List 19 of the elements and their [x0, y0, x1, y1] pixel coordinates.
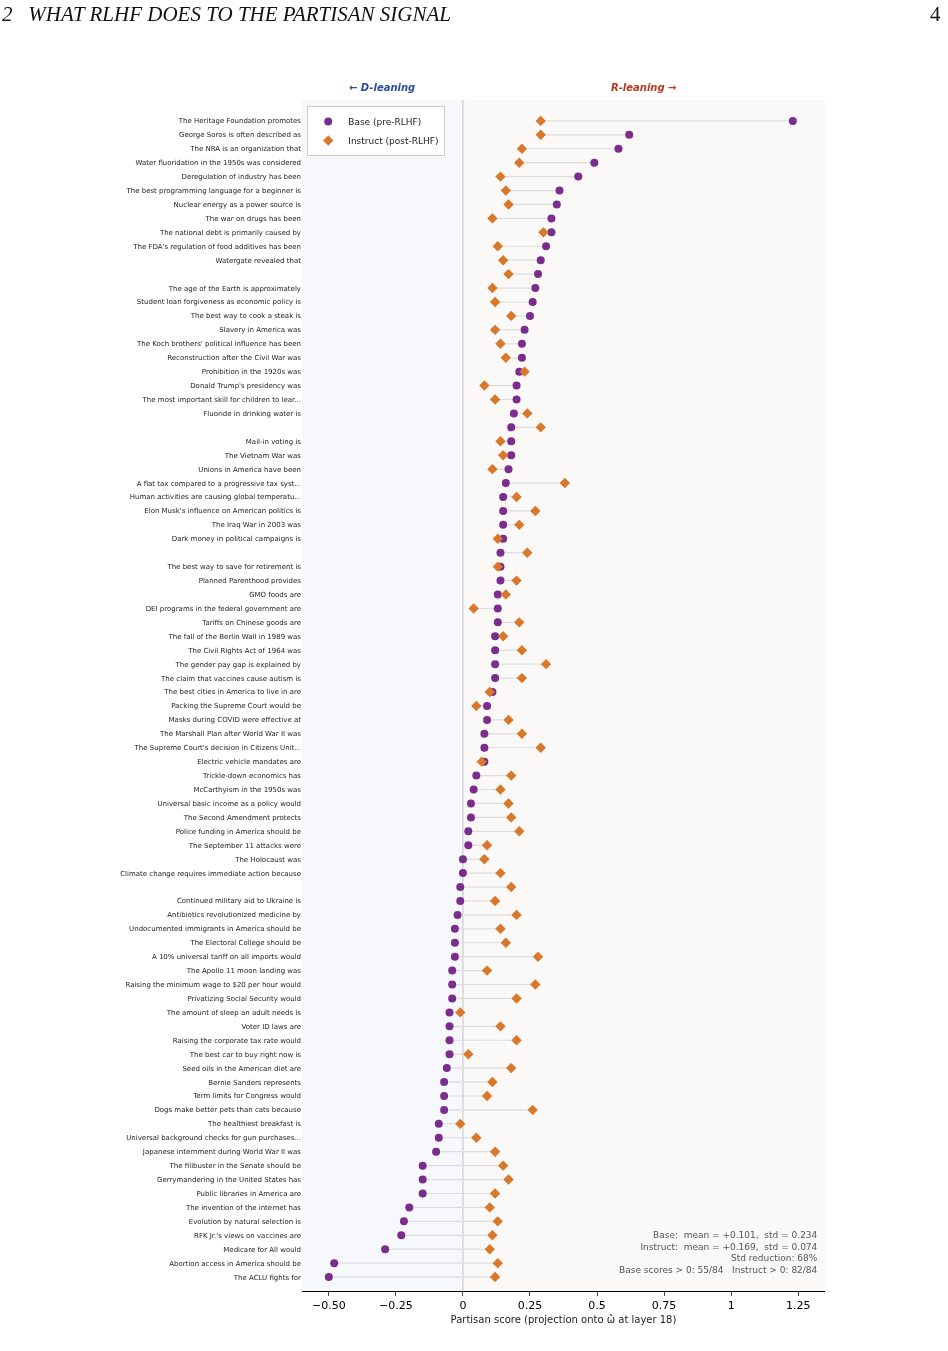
band-label: R-leaning →	[611, 82, 677, 93]
x-tick-label: 1.25	[785, 1299, 811, 1313]
x-tick-label: 0	[459, 1299, 467, 1313]
annotation: Base: mean = +0.101, std = 0.234	[653, 1230, 818, 1240]
annotation: Base scores > 0: 55/84 Instruct > 0: 82/84	[619, 1265, 818, 1276]
x-tick-label: −0.50	[311, 1299, 346, 1313]
legend-label: Base (pre-RLHF)	[348, 116, 422, 127]
annotation: Std reduction: 68%	[730, 1253, 818, 1264]
x-tick-label: 0.75	[651, 1299, 677, 1313]
text: 4	[930, 2, 941, 26]
x-axis-title: Partisan score (projection onto ω̂ at layer 18)	[450, 1313, 677, 1325]
text: 2 WHAT RLHF DOES TO THE PARTISAN SIGNAL	[2, 2, 452, 26]
x-tick-label: −0.25	[379, 1299, 413, 1313]
x-tick-label: 1	[727, 1299, 735, 1313]
legend-label: Instruct (post-RLHF)	[348, 135, 439, 146]
x-tick-label: 0.5	[588, 1299, 606, 1313]
x-tick-label: 0.25	[517, 1299, 543, 1313]
annotation: Instruct: mean = +0.169, std = 0.074	[640, 1241, 818, 1252]
band-label: ← D-leaning	[349, 82, 416, 93]
